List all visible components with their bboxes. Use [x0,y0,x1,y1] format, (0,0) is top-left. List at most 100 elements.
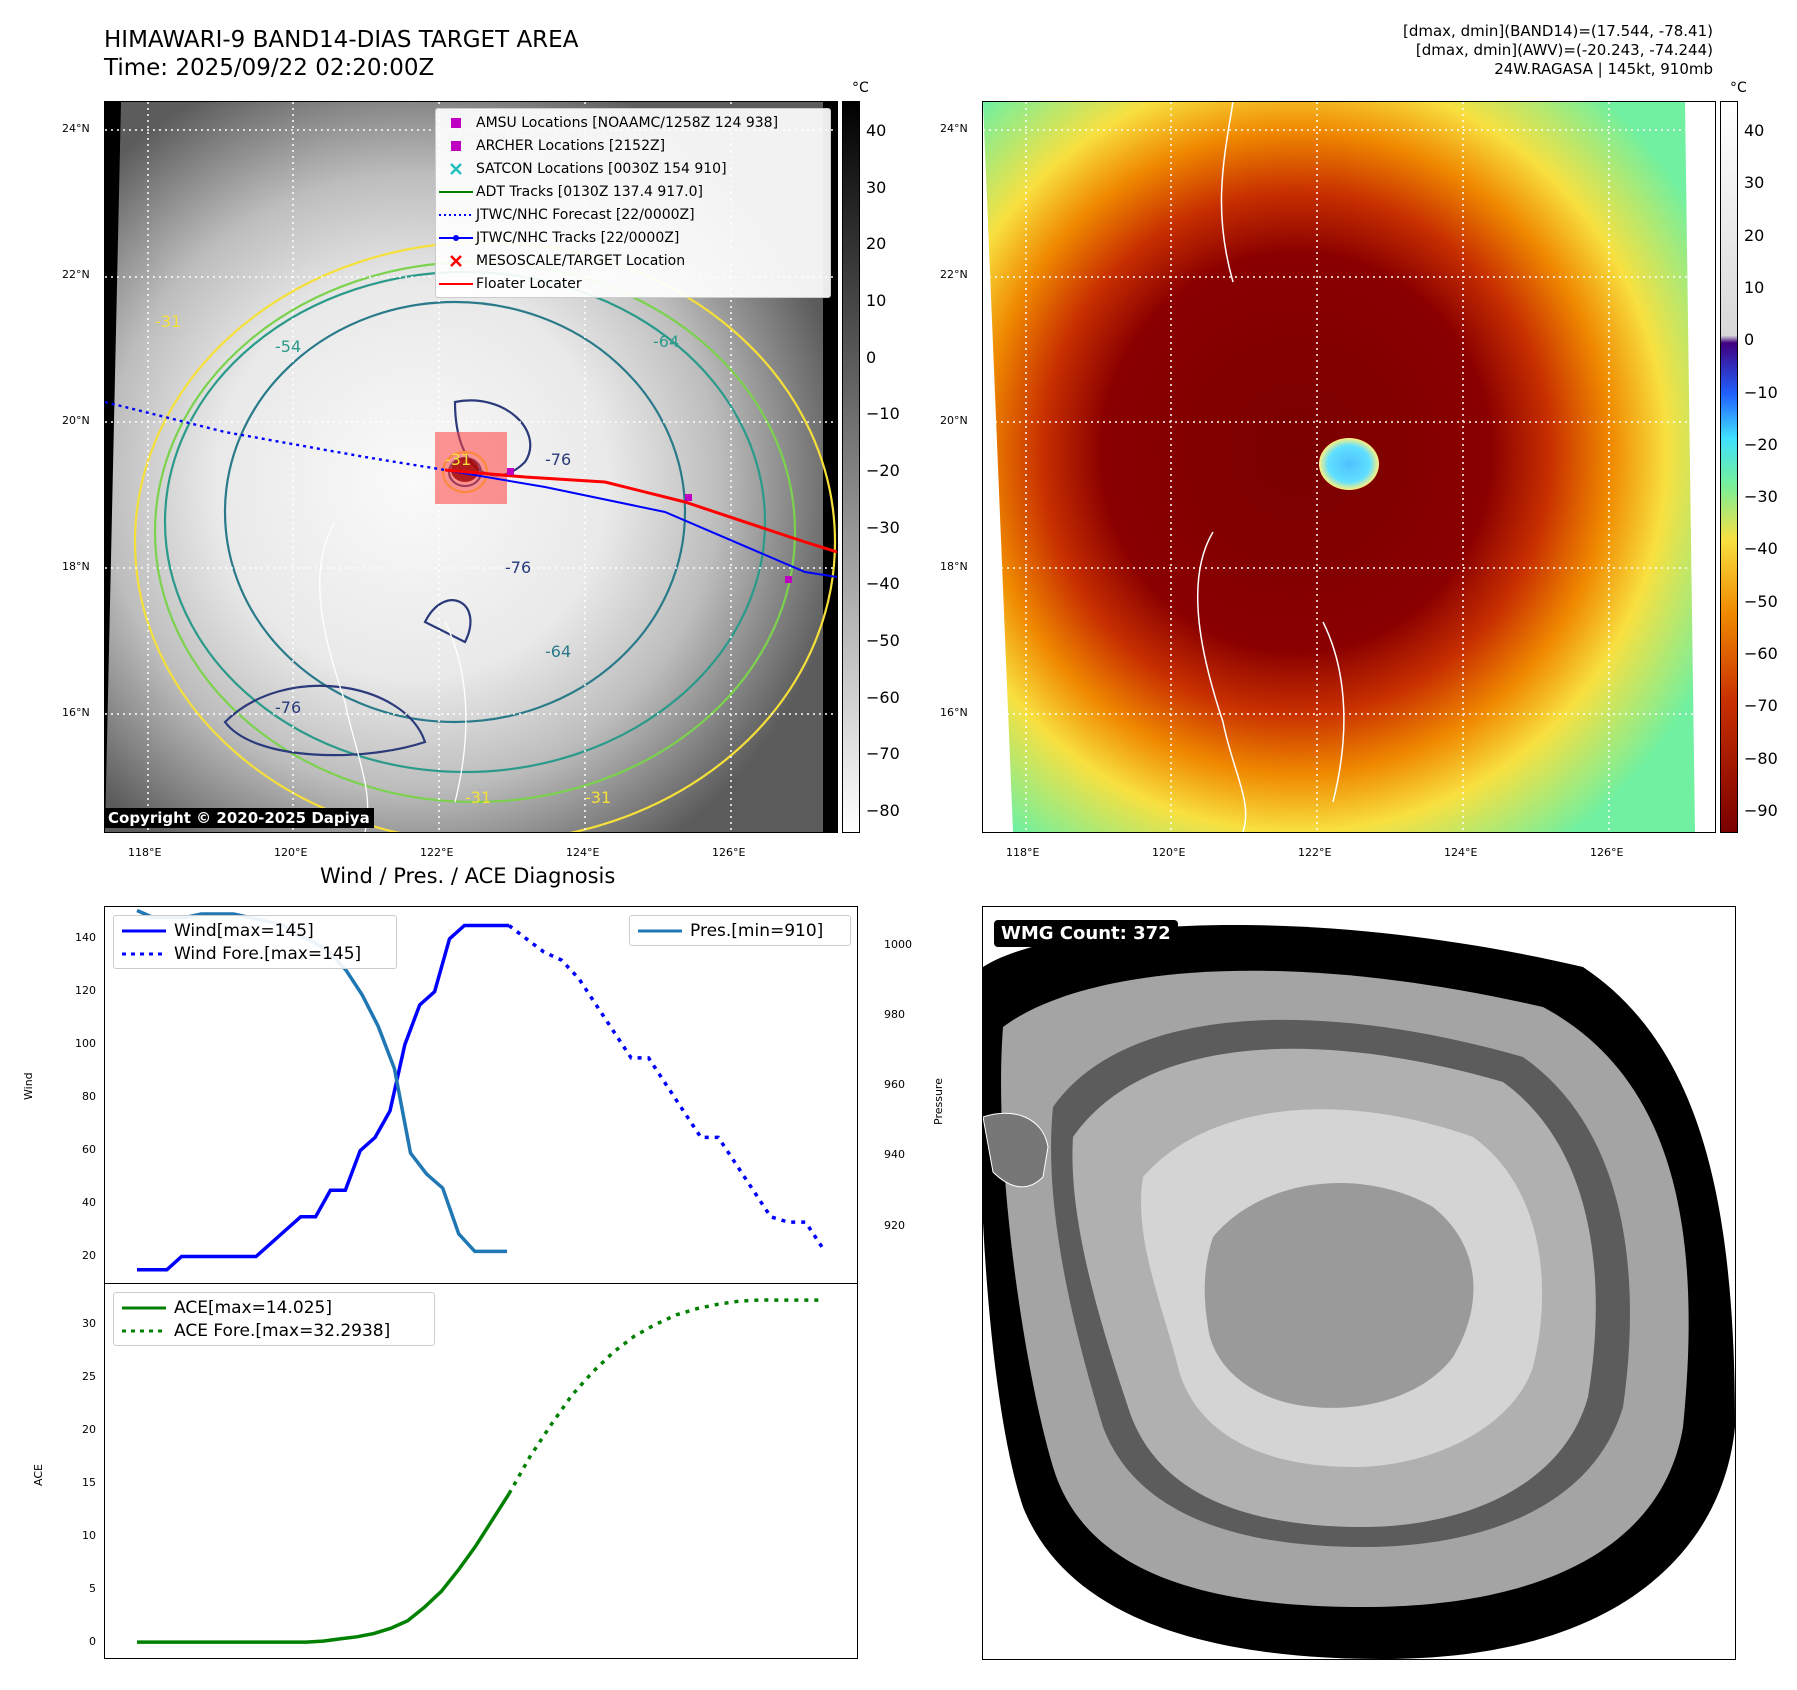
legend-item: AMSU Locations [NOAAMC/1258Z 124 938] [436,111,830,134]
y-tick-label: 80 [82,1089,96,1103]
lon-label: 126°E [1590,846,1624,859]
y-tick-label: 1000 [884,937,912,951]
contour-label: -31 [465,788,492,807]
legend-item: Wind Fore.[max=145] [122,943,362,964]
title-line-2: Time: 2025/09/22 02:20:00Z [104,55,435,81]
satellite-color-svg [983,102,1715,832]
colorbar-tick-label: 40 [866,121,887,140]
y-tick-label: 10 [82,1529,96,1543]
lon-label: 118°E [1006,846,1040,859]
colorbar-unit: °C [1730,80,1747,96]
y-tick-label: 30 [82,1317,96,1331]
ace-forecast-line [507,1298,823,1495]
chart-title: HIMAWARI-9 BAND14-DIAS TARGET AREA Time:… [104,26,578,82]
wind-series-line [137,923,509,1272]
colorbar-tick-label: −10 [1744,382,1778,402]
legend-item: Pres.[min=910] [638,920,824,941]
y-tick-label: 960 [884,1078,905,1092]
colorbar-tick-label: 20 [1744,225,1765,245]
lat-label: 20°N [62,414,90,427]
colorbar-tick-label: 0 [1744,330,1755,350]
lon-label: 126°E [712,846,746,859]
legend-item: ADT Tracks [0130Z 137.4 917.0] [439,183,703,200]
timeseries-title: Wind / Pres. / ACE Diagnosis [320,864,616,888]
contour-label: -76 [505,558,532,577]
contour-label: -31 [445,450,472,469]
y-tick-label: 140 [75,930,96,944]
y-tick-label: 0 [89,1635,96,1649]
lat-label: 18°N [940,560,968,573]
stats-header: [dmax, dmin](BAND14)=(17.544, -78.41) [d… [1403,22,1713,79]
y-tick-label: 20 [82,1248,96,1262]
contour-label: -31 [155,312,182,331]
ace-legend: ACE[max=14.025] ACE Fore.[max=32.2938] [113,1292,435,1346]
storm-info: 24W.RAGASA | 145kt, 910mb [1494,60,1713,78]
ace-axis-label: ACE [32,1464,45,1486]
band14-stats: [dmax, dmin](BAND14)=(17.544, -78.41) [1402,22,1713,40]
contour-label: -64 [653,332,680,351]
lon-label: 120°E [1152,846,1186,859]
awv-stats: [dmax, dmin](AWV)=(-20.243, -74.244) [1415,41,1713,59]
lat-label: 24°N [940,122,968,135]
lon-label: 124°E [566,846,600,859]
y-tick-label: 920 [884,1218,905,1232]
lat-label: 22°N [62,268,90,281]
y-tick-label: 40 [82,1195,96,1209]
color-colorbar [1720,101,1738,833]
colorbar-tick-label: −80 [866,801,900,820]
colorbar-tick-label: −30 [1744,487,1778,507]
wmg-count-badge: WMG Count: 372 [994,920,1178,947]
grayscale-colorbar [842,101,860,833]
lat-label: 20°N [940,414,968,427]
contour-label: -76 [275,698,302,717]
colorbar-tick-label: −50 [1744,591,1778,611]
colorbar-tick-label: 30 [1744,173,1765,193]
legend-item: JTWC/NHC Forecast [22/0000Z] [439,206,695,223]
colorbar-tick-label: −70 [866,744,900,764]
colorbar-tick-label: −50 [866,631,900,650]
legend-item: ACE[max=14.025] [122,1297,332,1318]
legend-item: ACE Fore.[max=32.2938] [122,1320,391,1341]
contour-label: -54 [275,337,302,356]
y-tick-label: 940 [884,1148,905,1162]
colorbar-tick-label: −40 [866,574,900,594]
y-tick-label: 20 [82,1423,96,1437]
lat-label: 16°N [62,706,90,719]
y-tick-label: 100 [75,1036,96,1050]
colorbar-tick-label: −30 [866,517,900,537]
grayscale-satellite-map: -31 -76 -64 -54 -76 -76 -64 -31 -31 -31 … [104,101,838,833]
colorbar-tick-label: −60 [866,687,900,707]
colorbar-tick-label: 30 [866,177,887,197]
wmg-panel [982,906,1736,1660]
legend-item: JTWC/NHC Tracks [22/0000Z] [436,226,830,249]
pressure-legend: Pres.[min=910] [629,915,851,946]
y-tick-label: 15 [82,1476,96,1490]
colorbar-unit: °C [852,80,869,96]
legend-item: Wind[max=145] [122,920,314,941]
legend-item: ARCHER Locations [2152Z] [436,134,830,157]
ace-series-line [137,1492,511,1644]
lat-label: 24°N [62,122,90,135]
lon-label: 120°E [274,846,308,859]
contour-label: -76 [545,450,572,469]
legend-item: Floater Locater [439,275,582,292]
colorbar-tick-label: −60 [1744,644,1778,664]
lat-label: 22°N [940,268,968,281]
y-tick-label: 980 [884,1007,905,1021]
wind-legend: Wind[max=145] Wind Fore.[max=145] [113,915,397,969]
lon-label: 122°E [420,846,454,859]
y-tick-label: 120 [75,983,96,997]
legend-item: SATCON Locations [0030Z 154 910] [436,157,830,180]
colorbar-tick-label: −10 [866,404,900,424]
contour-label: -64 [545,642,572,661]
legend-item: MESOSCALE/TARGET Location [436,249,830,272]
wind-pressure-chart: Wind[max=145] Wind Fore.[max=145] Pres.[… [104,906,858,1284]
map-legend: AMSU Locations [NOAAMC/1258Z 124 938] AR… [435,108,831,298]
colorbar-tick-label: 20 [866,234,887,254]
copyright-notice: Copyright © 2020-2025 Dapiya [104,808,374,828]
y-tick-label: 5 [89,1582,96,1596]
y-tick-label: 25 [82,1370,96,1384]
colorbar-tick-label: −80 [1744,748,1778,768]
colorbar-tick-label: −20 [1744,434,1778,454]
y2-axis-label: Pressure [932,1078,945,1125]
